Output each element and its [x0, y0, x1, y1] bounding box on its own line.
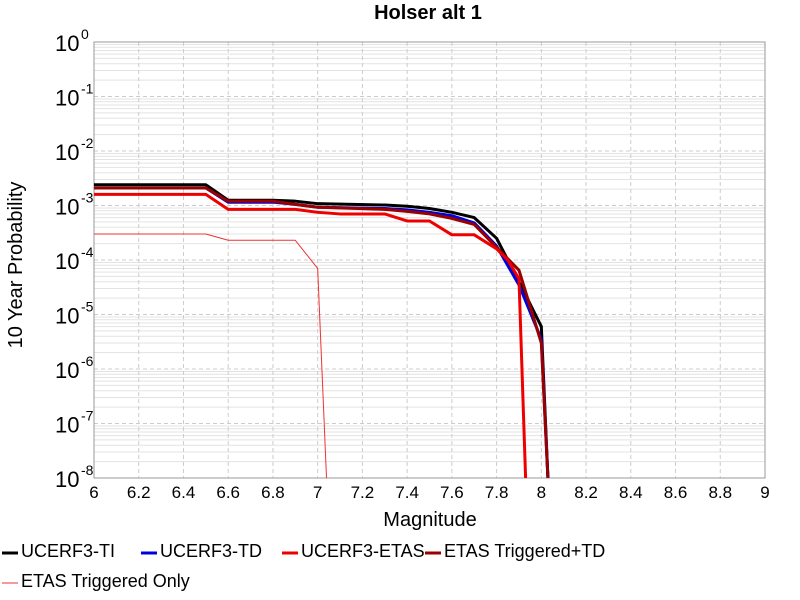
y-tick-label: 10 -6 [55, 353, 94, 383]
legend-label: UCERF3-ETAS [301, 541, 425, 561]
legend-item: ETAS Triggered Only [2, 571, 190, 591]
x-tick-label: 6.8 [261, 483, 285, 502]
y-tick-label: 10 -5 [55, 299, 94, 329]
chart-title: Holser alt 1 [374, 2, 482, 24]
y-tick-exponent: -7 [81, 408, 94, 424]
y-tick-base: 10 [55, 304, 79, 329]
y-tick-base: 10 [55, 195, 79, 220]
x-tick-label: 8.4 [619, 483, 643, 502]
x-tick-label: 8 [537, 483, 546, 502]
x-tick-label: 7.2 [351, 483, 375, 502]
y-tick-exponent: -8 [81, 462, 94, 478]
y-tick-label: 10 -8 [55, 462, 94, 492]
x-tick-label: 6 [89, 483, 98, 502]
x-tick-label: 6.6 [216, 483, 240, 502]
legend: UCERF3-TI UCERF3-TD UCERF3-ETAS ETAS Trigge… [2, 541, 605, 591]
x-tick-label: 7.8 [485, 483, 509, 502]
y-axis-label: 10 Year Probability [5, 182, 27, 349]
y-tick-exponent: -2 [81, 135, 94, 151]
y-tick-label: 10 -2 [55, 135, 94, 165]
y-tick-base: 10 [55, 413, 79, 438]
legend-label: ETAS Triggered+TD [444, 541, 605, 561]
legend-item: UCERF3-ETAS [282, 541, 425, 561]
x-axis-ticks: 6 6.2 6.4 6.6 6.8 7 7.2 7.4 7.6 7.8 8 8.2 8.4 8.6 8.8 9 [89, 483, 769, 502]
x-tick-label: 8.8 [708, 483, 732, 502]
y-tick-exponent: -6 [81, 353, 94, 369]
y-tick-exponent: 0 [81, 26, 89, 42]
y-tick-exponent: -1 [81, 81, 94, 97]
y-tick-label: 10 -7 [55, 408, 94, 438]
y-tick-label: 10 -4 [55, 244, 94, 274]
y-tick-base: 10 [55, 140, 79, 165]
y-tick-base: 10 [55, 86, 79, 111]
legend-label: ETAS Triggered Only [21, 571, 190, 591]
y-tick-base: 10 [55, 358, 79, 383]
y-tick-label: 10 0 [55, 26, 89, 56]
y-tick-label: 10 -3 [55, 190, 94, 220]
x-tick-label: 8.6 [664, 483, 688, 502]
legend-label: UCERF3-TD [160, 541, 262, 561]
x-tick-label: 7.4 [395, 483, 419, 502]
y-tick-base: 10 [55, 249, 79, 274]
x-tick-label: 6.2 [127, 483, 151, 502]
y-tick-exponent: -3 [81, 190, 94, 206]
y-tick-exponent: -4 [81, 244, 94, 260]
x-tick-label: 7.6 [440, 483, 464, 502]
grid [93, 41, 766, 479]
y-tick-exponent: -5 [81, 299, 94, 315]
plot-area-frame [93, 41, 766, 479]
legend-item: ETAS Triggered+TD [425, 541, 605, 561]
x-tick-label: 7 [313, 483, 322, 502]
legend-label: UCERF3-TI [21, 541, 115, 561]
x-axis-label: Magnitude [383, 509, 476, 531]
x-tick-label: 6.4 [172, 483, 196, 502]
series-line-etas-triggered-only [94, 233, 328, 478]
x-tick-label: 9 [760, 483, 769, 502]
series-line-etas-triggered-td [94, 186, 550, 478]
y-tick-base: 10 [55, 467, 79, 492]
x-tick-label: 8.2 [574, 483, 598, 502]
series-group [94, 183, 550, 478]
y-tick-base: 10 [55, 31, 79, 56]
y-tick-label: 10 -1 [55, 81, 94, 111]
series-line-ucerf3-etas [94, 192, 528, 478]
legend-item: UCERF3-TI [2, 541, 115, 561]
legend-item: UCERF3-TD [141, 541, 262, 561]
